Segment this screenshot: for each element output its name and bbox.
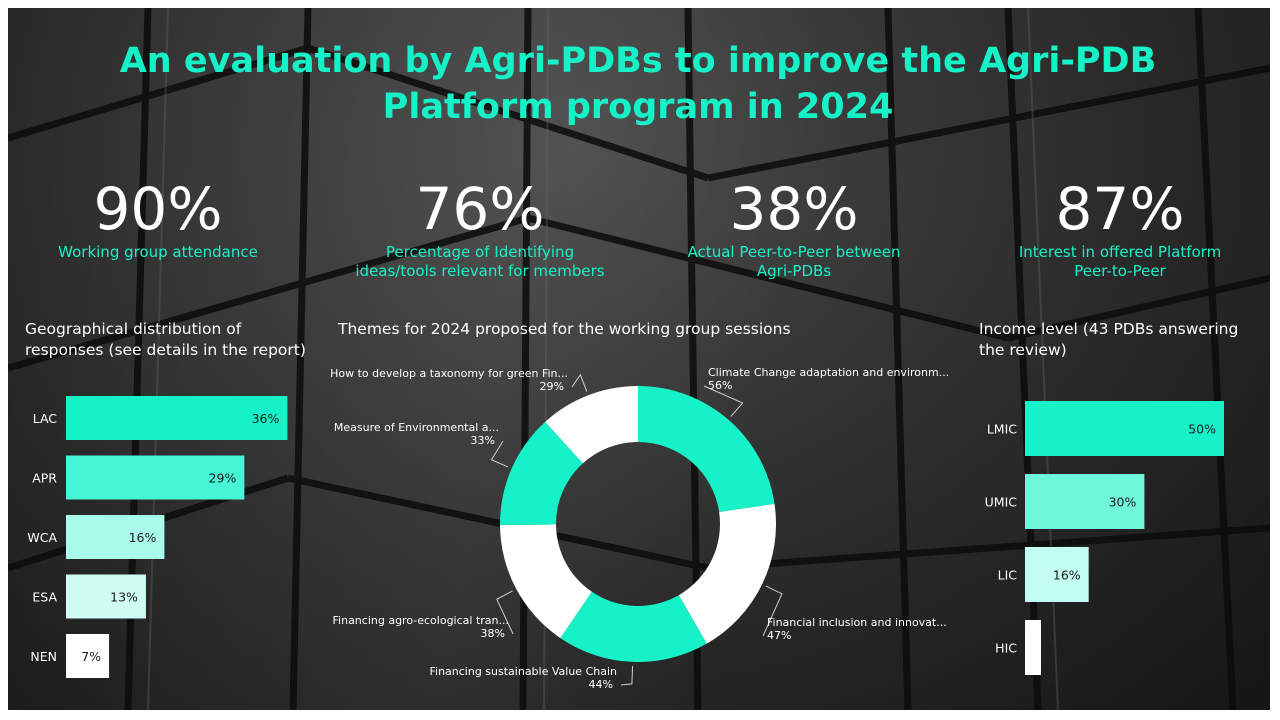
kpi-value: 76% [415, 175, 545, 243]
geo-data-label: 36% [252, 411, 280, 426]
donut-leader-line [496, 590, 514, 635]
income-category-label: HIC [995, 641, 1017, 656]
income-data-label: 30% [1109, 495, 1137, 510]
themes-donut-chart: Climate Change adaptation and environm..… [330, 366, 949, 691]
donut-data-label: 33% [471, 434, 495, 447]
income-bar-chart: LMIC 50% UMIC 30% LIC 16% HIC [985, 401, 1224, 675]
geo-bar [66, 574, 146, 619]
income-category-label: LIC [998, 568, 1018, 583]
income-chart-title-line-2: the review) [979, 341, 1067, 359]
donut-data-label: 56% [708, 379, 732, 392]
kpi-label-line-1: Percentage of Identifying [385, 243, 575, 261]
kpi-label: Working group attendance [58, 243, 258, 261]
charts-layer: LAC 36% APR 29% WCA 16% ESA 13% NEN 7% Climate Ch… [27, 366, 1224, 691]
donut-category-label: Financing agro-ecological tran... [333, 614, 509, 627]
income-bar [1025, 474, 1145, 529]
donut-leader-line [490, 440, 509, 468]
donut-leader-line [703, 385, 744, 417]
donut-category-label: Climate Change adaptation and environm..… [708, 366, 949, 379]
kpi-label-line-2: Agri-PDBs [756, 262, 832, 280]
geo-category-label: NEN [30, 649, 57, 664]
kpi-label-line-1: Interest in offered Platform [1018, 243, 1222, 261]
income-bar [1025, 620, 1041, 675]
slide-title: An evaluation by Agri-PDBs to improve th… [119, 41, 1157, 127]
income-chart-title-line-1: Income level (43 PDBs answering [979, 320, 1239, 338]
kpi-value: 90% [93, 175, 223, 243]
geo-bar [66, 634, 110, 678]
donut-leader-line [762, 585, 783, 637]
geo-chart-title-line-1: Geographical distribution of [25, 320, 242, 338]
donut-slice [560, 591, 707, 662]
donut-category-label: Measure of Environmental a... [334, 421, 499, 434]
income-data-label: 16% [1053, 568, 1081, 583]
geo-data-label: 7% [81, 649, 101, 664]
geo-bar [66, 515, 165, 559]
geo-category-label: WCA [27, 530, 57, 545]
geo-category-label: APR [32, 471, 57, 486]
donut-data-label: 44% [589, 678, 613, 691]
geo-bar-chart: LAC 36% APR 29% WCA 16% ESA 13% NEN 7% [27, 396, 288, 678]
income-bar [1025, 547, 1089, 602]
donut-leader-line [620, 665, 634, 686]
geo-chart-title: Geographical distribution of responses (… [25, 319, 306, 361]
slide: An evaluation by Agri-PDBs to improve th… [8, 8, 1270, 710]
geo-bar [66, 396, 288, 440]
donut-slice [545, 386, 638, 464]
kpi-value: 87% [1055, 175, 1185, 243]
donut-data-label: 29% [540, 380, 564, 393]
donut-category-label: How to develop a taxonomy for green Fin.… [330, 367, 568, 380]
geo-bar [66, 455, 245, 500]
income-category-label: LMIC [987, 422, 1017, 437]
kpi-working-group-attendance: 90% Working group attendance [8, 178, 308, 262]
geo-data-label: 13% [110, 590, 138, 605]
donut-slice [500, 421, 583, 525]
geo-data-label: 29% [209, 471, 237, 486]
kpi-value: 38% [729, 175, 859, 243]
donut-slice [678, 503, 777, 644]
geo-category-label: LAC [33, 411, 58, 426]
income-data-label: 50% [1188, 422, 1216, 437]
kpi-actual-peer-to-peer: 38% Actual Peer-to-Peer between Agri-PDB… [644, 178, 944, 281]
income-chart-title: Income level (43 PDBs answering the revi… [979, 319, 1238, 361]
donut-leader-line [571, 373, 588, 392]
income-bar [1025, 401, 1224, 456]
kpi-label-line-2: Peer-to-Peer [1074, 262, 1166, 280]
donut-slice [500, 524, 592, 639]
kpi-interest-peer-to-peer: 87% Interest in offered Platform Peer-to… [970, 178, 1270, 281]
geo-category-label: ESA [32, 590, 57, 605]
income-category-label: UMIC [985, 495, 1018, 510]
donut-data-label: 38% [481, 627, 505, 640]
donut-category-label: Financial inclusion and innovat... [767, 616, 947, 629]
kpi-label-line-2: ideas/tools relevant for members [355, 262, 605, 280]
donut-category-label: Financing sustainable Value Chain [429, 665, 617, 678]
kpi-label-line-1: Actual Peer-to-Peer between [687, 243, 901, 261]
geo-data-label: 16% [129, 530, 157, 545]
geo-chart-title-line-2: responses (see details in the report) [25, 341, 306, 359]
donut-slice [638, 386, 775, 513]
themes-chart-title: Themes for 2024 proposed for the working… [338, 320, 791, 338]
kpi-relevant-ideas: 76% Percentage of Identifying ideas/tool… [330, 178, 630, 281]
donut-data-label: 47% [767, 629, 791, 642]
